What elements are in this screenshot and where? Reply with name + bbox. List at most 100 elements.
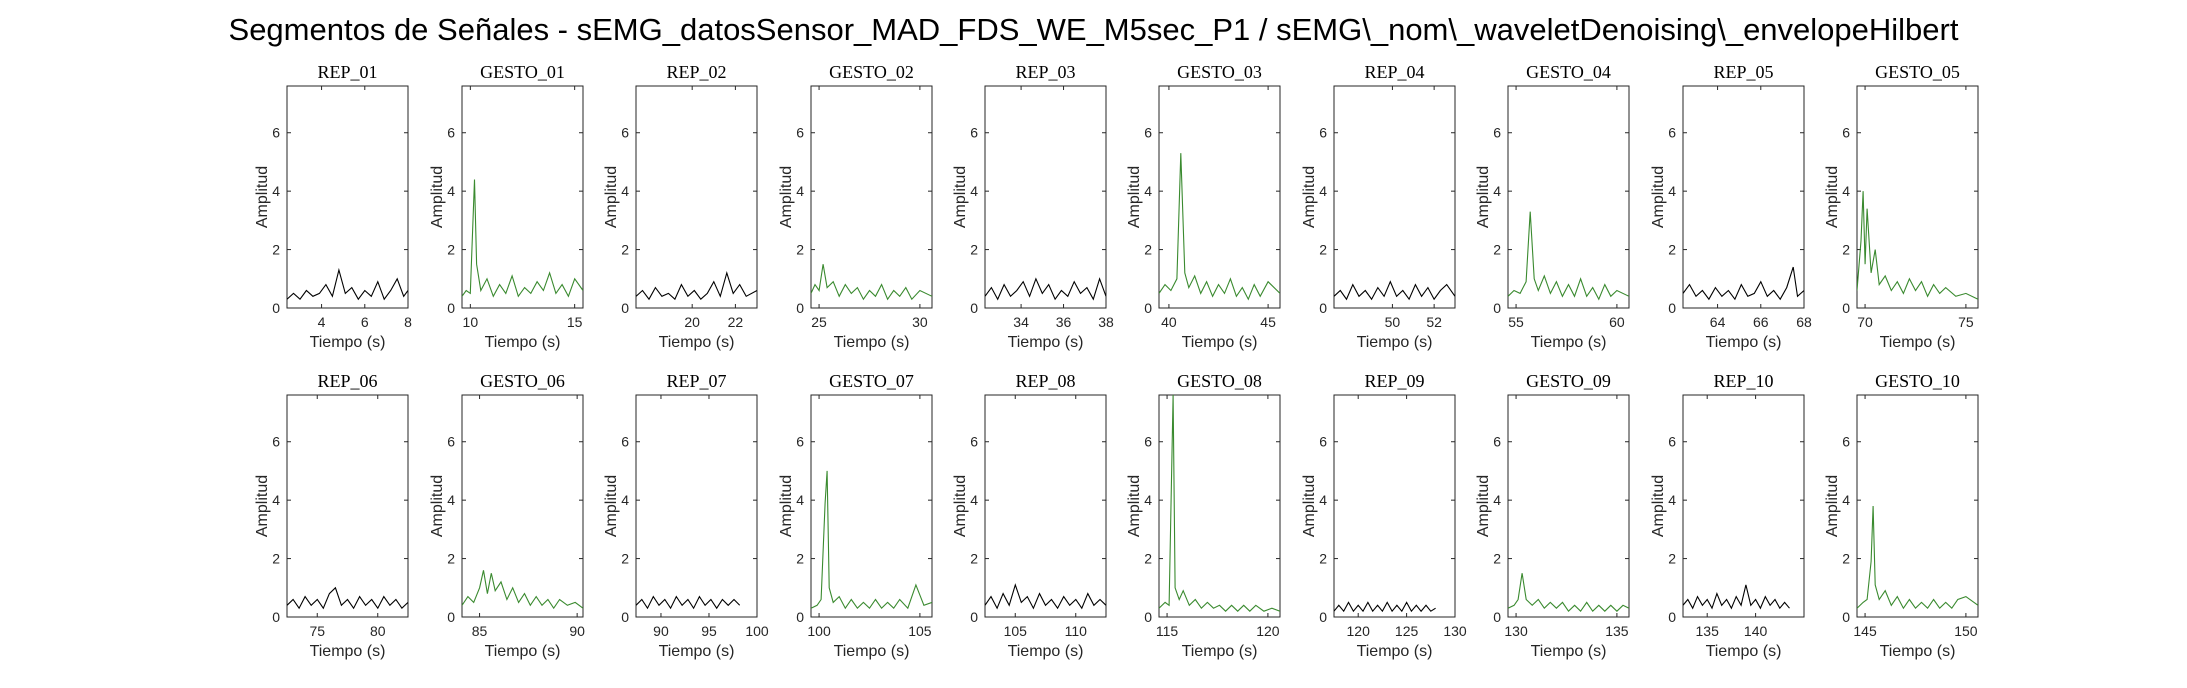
x-tick-label: 115: [1156, 623, 1179, 639]
y-tick-label: 4: [796, 183, 804, 199]
y-axis-label: Amplitud: [1475, 475, 1492, 537]
x-axis-label: Tiempo (s): [1880, 334, 1956, 351]
y-tick-label: 4: [272, 183, 280, 199]
series-line: [811, 264, 932, 301]
y-tick-label: 2: [970, 551, 978, 567]
subplot-title: REP_06: [317, 371, 377, 391]
x-tick-label: 145: [1853, 623, 1877, 639]
x-axis-label: Tiempo (s): [1357, 334, 1433, 351]
subplot-title: GESTO_09: [1526, 371, 1611, 391]
x-tick-label: 66: [1753, 314, 1769, 330]
x-tick-label: 95: [701, 623, 717, 639]
x-axis-label: Tiempo (s): [659, 334, 735, 351]
y-tick-label: 0: [796, 300, 804, 316]
x-tick-label: 22: [728, 314, 744, 330]
x-tick-label: 120: [1347, 623, 1371, 639]
x-axis-label: Tiempo (s): [1008, 643, 1084, 660]
x-axis-label: Tiempo (s): [1706, 334, 1782, 351]
x-tick-label: 6: [361, 314, 369, 330]
series-line: [1683, 584, 1790, 610]
y-tick-label: 2: [1493, 551, 1501, 567]
figure-title: Segmentos de Señales - sEMG_datosSensor_…: [228, 12, 1959, 47]
y-tick-label: 0: [1319, 609, 1327, 625]
x-tick-label: 75: [1958, 314, 1974, 330]
axes-box: [461, 394, 584, 618]
axes-box: [1507, 394, 1630, 618]
y-axis-label: Amplitud: [603, 475, 620, 537]
y-tick-label: 6: [1493, 125, 1501, 141]
subplot-title: REP_08: [1015, 371, 1075, 391]
series-line: [1857, 191, 1978, 300]
x-tick-label: 52: [1426, 314, 1442, 330]
x-tick-label: 140: [1744, 623, 1768, 639]
subplot: REP_10 0 2 4 6 135 140 Tiempo (s) Amplitud: [1650, 371, 1805, 660]
x-tick-label: 90: [653, 623, 669, 639]
x-tick-label: 38: [1098, 314, 1114, 330]
y-axis-label: Amplitud: [1824, 475, 1841, 537]
y-tick-label: 2: [970, 242, 978, 258]
subplot: REP_01 0 2 4 6 4 6 8 Tiempo (s) Amplitud: [254, 62, 412, 351]
subplot-title: REP_07: [666, 371, 726, 391]
y-tick-label: 2: [1144, 242, 1152, 258]
x-axis-label: Tiempo (s): [1531, 334, 1607, 351]
y-tick-label: 6: [970, 434, 978, 450]
y-tick-label: 4: [1493, 183, 1501, 199]
y-axis-label: Amplitud: [254, 166, 271, 228]
x-tick-label: 10: [463, 314, 479, 330]
y-tick-label: 0: [970, 609, 978, 625]
x-axis-label: Tiempo (s): [310, 334, 386, 351]
subplot-title: GESTO_02: [829, 62, 914, 82]
y-tick-label: 4: [970, 183, 978, 199]
subplot: REP_03 0 2 4 6 34 36 38 Tiempo (s) Amplitud: [952, 62, 1114, 351]
x-tick-label: 105: [1004, 623, 1028, 639]
x-tick-label: 30: [912, 314, 928, 330]
subplot-title: REP_01: [317, 62, 377, 82]
x-axis-label: Tiempo (s): [1880, 643, 1956, 660]
subplot-title: GESTO_06: [480, 371, 565, 391]
y-axis-label: Amplitud: [1650, 166, 1667, 228]
series-line: [985, 277, 1106, 301]
series-line: [1508, 573, 1629, 613]
x-tick-label: 130: [1443, 623, 1467, 639]
axes-box: [1158, 394, 1281, 618]
y-axis-label: Amplitud: [1126, 166, 1143, 228]
subplot: GESTO_07 0 2 4 6 100 105 Tiempo (s) Amplitud: [778, 371, 933, 660]
subplot: GESTO_10 0 2 4 6 145 150 Tiempo (s) Amplitud: [1824, 371, 1979, 660]
y-axis-label: Amplitud: [429, 166, 446, 228]
series-line: [985, 583, 1106, 610]
y-axis-label: Amplitud: [603, 166, 620, 228]
y-tick-label: 0: [1842, 300, 1850, 316]
y-axis-label: Amplitud: [1126, 475, 1143, 537]
y-tick-label: 0: [1493, 300, 1501, 316]
x-tick-label: 70: [1857, 314, 1873, 330]
subplot: REP_09 0 2 4 6 120 125 130 Tiempo (s) Amplitud: [1301, 371, 1467, 660]
y-tick-label: 2: [796, 242, 804, 258]
y-tick-label: 0: [1144, 609, 1152, 625]
y-axis-label: Amplitud: [1301, 475, 1318, 537]
y-tick-label: 2: [1842, 242, 1850, 258]
x-tick-label: 100: [745, 623, 769, 639]
y-tick-label: 4: [272, 492, 280, 508]
subplot-title: GESTO_05: [1875, 62, 1960, 82]
y-tick-label: 0: [1668, 609, 1676, 625]
y-tick-label: 0: [1842, 609, 1850, 625]
x-tick-label: 64: [1710, 314, 1726, 330]
y-tick-label: 6: [1319, 125, 1327, 141]
x-axis-label: Tiempo (s): [1182, 334, 1258, 351]
x-tick-label: 55: [1508, 314, 1524, 330]
y-tick-label: 0: [447, 609, 455, 625]
y-tick-label: 6: [796, 434, 804, 450]
axes-box: [461, 85, 584, 309]
axes-box: [1856, 85, 1979, 309]
subplot-title: REP_10: [1713, 371, 1773, 391]
y-tick-label: 6: [272, 434, 280, 450]
axes-box: [1856, 394, 1979, 618]
x-tick-label: 135: [1696, 623, 1720, 639]
x-tick-label: 125: [1395, 623, 1419, 639]
y-axis-label: Amplitud: [1475, 166, 1492, 228]
y-tick-label: 2: [1319, 242, 1327, 258]
